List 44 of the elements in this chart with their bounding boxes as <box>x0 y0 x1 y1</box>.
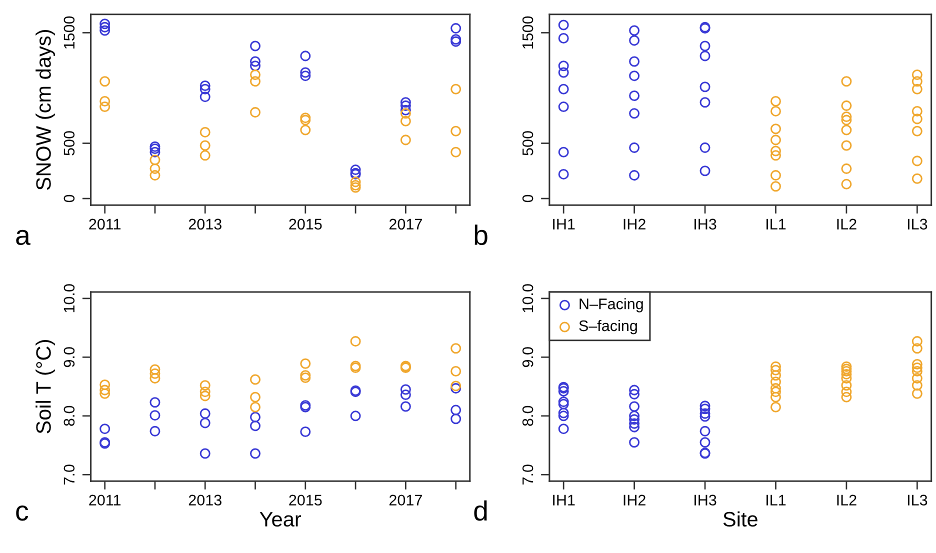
y-tick-label: 500 <box>64 131 75 156</box>
x-tick-label: 2015 <box>289 218 322 230</box>
x-tick-label: IL3 <box>908 494 928 506</box>
text: a <box>16 230 30 246</box>
y-axis-title: SNOW (cm days) <box>36 30 56 190</box>
text: c <box>16 505 28 521</box>
x-tick-label: IH3 <box>694 494 716 506</box>
y-tick-label: 8.0 <box>64 406 75 426</box>
x-tick-label: 2011 <box>89 494 121 506</box>
x-tick-label: IH3 <box>694 218 716 230</box>
y-tick-label: 0 <box>64 194 75 202</box>
legend-label: S‒facing <box>579 320 637 334</box>
y-tick-label: 0 <box>522 194 534 202</box>
x-tick-label: 2013 <box>188 494 222 506</box>
x-tick-label: 2017 <box>389 218 422 230</box>
x-tick-label: IL2 <box>837 218 856 230</box>
x-tick-label: IL2 <box>837 494 856 506</box>
x-tick-label: 2015 <box>289 494 322 506</box>
x-tick-label: 2011 <box>89 218 121 230</box>
y-tick-label: 1500 <box>522 16 534 49</box>
x-tick-label: IL1 <box>766 494 786 506</box>
x-tick-label: 2017 <box>389 494 422 506</box>
y-tick-label: 10.0 <box>522 284 534 312</box>
text: d <box>474 500 487 521</box>
x-axis-title: Site <box>723 511 758 527</box>
y-tick-label: 1500 <box>64 16 75 49</box>
y-tick-label: 8.0 <box>522 406 534 426</box>
x-tick-label: 2013 <box>188 218 222 230</box>
x-tick-label: IH2 <box>624 494 646 506</box>
legend-label: N‒Facing <box>580 298 643 312</box>
text: b <box>474 224 488 246</box>
y-tick-label: 9.0 <box>64 347 75 368</box>
y-tick-label: 7.0 <box>64 464 75 484</box>
x-tick-label: IH1 <box>553 218 575 230</box>
y-tick-label: 10.0 <box>64 284 75 312</box>
y-tick-label: 7.0 <box>522 464 534 484</box>
x-tick-label: IH2 <box>624 218 646 230</box>
x-axis-title: Year <box>260 512 302 527</box>
y-tick-label: 9.0 <box>522 347 534 368</box>
y-axis-title: Soil T (°C) <box>36 340 56 434</box>
x-tick-label: IH1 <box>553 494 575 506</box>
x-tick-label: IL1 <box>766 218 786 230</box>
y-tick-label: 500 <box>522 131 534 156</box>
x-tick-label: IL3 <box>908 218 928 230</box>
